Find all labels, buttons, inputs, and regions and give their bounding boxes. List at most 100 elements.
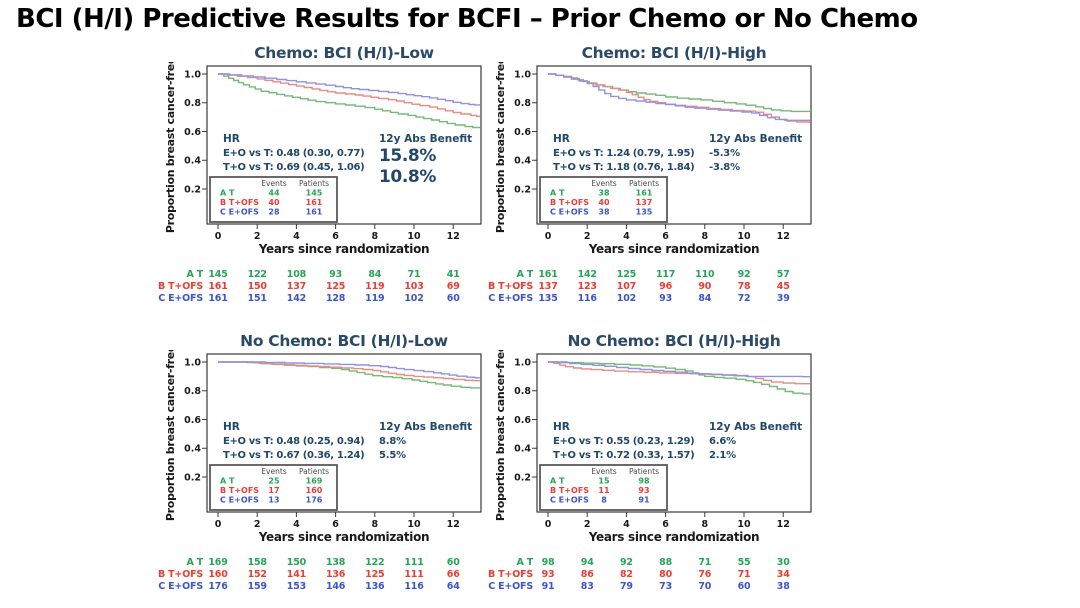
inset-header-events: Events xyxy=(591,467,616,476)
x-tick-label: 8 xyxy=(701,519,708,530)
risk-count: 125 xyxy=(326,281,345,292)
hr-heading: HR xyxy=(553,421,570,433)
risk-count: 92 xyxy=(738,269,751,280)
risk-count: 57 xyxy=(777,269,790,280)
hr-line-to: T+O vs T: 0.69 (0.45, 1.06) xyxy=(223,162,364,173)
y-tick-label: 0.4 xyxy=(514,444,531,455)
hr-line-eo: E+O vs T: 1.24 (0.79, 1.95) xyxy=(553,148,694,159)
inset-patients-count: 145 xyxy=(306,189,323,198)
hr-heading: HR xyxy=(223,421,240,433)
x-tick-label: 2 xyxy=(254,519,261,530)
inset-events-count: 25 xyxy=(268,477,280,486)
risk-count: 64 xyxy=(447,581,460,592)
x-tick-label: 2 xyxy=(584,231,591,242)
x-tick-label: 0 xyxy=(545,231,552,242)
y-tick-label: 0.8 xyxy=(184,98,201,109)
km-chart-nochemo-bci-low: Proportion breast cancer-free Years sinc… xyxy=(158,350,482,592)
hr-line-eo: E+O vs T: 0.48 (0.30, 0.77) xyxy=(223,148,364,159)
risk-count: 119 xyxy=(365,281,384,292)
x-tick-label: 2 xyxy=(584,519,591,530)
risk-count: 161 xyxy=(538,269,557,280)
km-chart-chemo-bci-low: Proportion breast cancer-free Years sinc… xyxy=(158,62,482,304)
risk-count: 137 xyxy=(287,281,306,292)
inset-patients-count: 91 xyxy=(638,496,650,505)
risk-arm-label: B T+OFS xyxy=(158,569,203,580)
risk-count: 153 xyxy=(287,581,306,592)
inset-arm-label: A T xyxy=(550,189,565,198)
km-curve-green xyxy=(218,73,480,129)
risk-count: 78 xyxy=(738,281,751,292)
y-tick-label: 0.2 xyxy=(514,184,531,195)
hr-heading: HR xyxy=(553,133,570,145)
x-tick-label: 2 xyxy=(254,231,261,242)
risk-arm-label: C E+OFS xyxy=(158,293,203,304)
x-tick-label: 6 xyxy=(332,231,339,242)
x-tick-label: 8 xyxy=(701,231,708,242)
chart-content: 1.0 0.8 0.6 0.4 0.2 0 2 4 6 8 10 12 Events Patients A … xyxy=(488,357,810,592)
y-tick-label: 1.0 xyxy=(514,69,531,80)
risk-count: 84 xyxy=(698,293,711,304)
risk-count: 60 xyxy=(447,293,460,304)
risk-count: 116 xyxy=(578,293,598,304)
risk-count: 136 xyxy=(365,581,385,592)
y-tick-label: 0.4 xyxy=(184,156,201,167)
panel-title: No Chemo: BCI (H/I)-Low xyxy=(240,332,448,350)
risk-count: 70 xyxy=(698,581,711,592)
legend-inset-box xyxy=(539,464,668,511)
inset-patients-count: 135 xyxy=(636,208,653,217)
risk-count: 102 xyxy=(617,293,636,304)
risk-count: 94 xyxy=(581,557,594,568)
inset-arm-label: B T+OFS xyxy=(550,198,589,207)
risk-count: 60 xyxy=(738,581,751,592)
risk-count: 71 xyxy=(408,269,421,280)
risk-count: 125 xyxy=(365,569,384,580)
benefit-heading: 12y Abs Benefit xyxy=(379,421,472,433)
risk-count: 142 xyxy=(578,269,597,280)
risk-count: 79 xyxy=(620,581,633,592)
inset-patients-count: 161 xyxy=(306,198,323,207)
legend-inset-box xyxy=(209,464,338,511)
panel-chemo-bci-high: Chemo: BCI (H/I)-High Proportion breast … xyxy=(459,44,829,304)
hr-line-to: T+O vs T: 0.72 (0.33, 1.57) xyxy=(553,450,694,461)
risk-count: 122 xyxy=(365,557,384,568)
benefit-heading: 12y Abs Benefit xyxy=(709,421,802,433)
risk-count: 125 xyxy=(617,269,636,280)
risk-count: 66 xyxy=(447,569,460,580)
x-tick-label: 10 xyxy=(737,519,751,530)
km-curve-red xyxy=(548,361,810,385)
inset-arm-label: A T xyxy=(220,477,235,486)
risk-count: 39 xyxy=(777,293,790,304)
inset-arm-label: C E+OFS xyxy=(220,208,259,217)
risk-count: 102 xyxy=(404,293,423,304)
risk-count: 111 xyxy=(404,557,423,568)
risk-count: 161 xyxy=(208,293,227,304)
y-tick-label: 0.8 xyxy=(514,386,531,397)
inset-events-count: 11 xyxy=(598,486,610,495)
inset-header-patients: Patients xyxy=(299,179,329,188)
inset-arm-label: B T+OFS xyxy=(220,198,259,207)
risk-arm-label: C E+OFS xyxy=(158,581,203,592)
benefit-heading: 12y Abs Benefit xyxy=(379,133,472,145)
y-tick-label: 0.8 xyxy=(514,98,531,109)
inset-events-count: 40 xyxy=(598,198,610,207)
panel-title: Chemo: BCI (H/I)-Low xyxy=(254,44,434,62)
legend-inset-box xyxy=(539,176,668,223)
hr-line-to: T+O vs T: 0.67 (0.36, 1.24) xyxy=(223,450,364,461)
risk-count: 90 xyxy=(698,281,711,292)
panel-title: Chemo: BCI (H/I)-High xyxy=(581,44,767,62)
risk-count: 76 xyxy=(698,569,711,580)
risk-arm-label: B T+OFS xyxy=(488,569,533,580)
km-curve-red xyxy=(218,73,480,117)
benefit-heading: 12y Abs Benefit xyxy=(709,133,802,145)
x-tick-label: 8 xyxy=(371,519,378,530)
chart-content: 1.0 0.8 0.6 0.4 0.2 0 2 4 6 8 10 12 Events Patients A … xyxy=(488,69,810,304)
x-tick-label: 0 xyxy=(215,231,222,242)
benefit-value-to: 2.1% xyxy=(709,450,736,461)
risk-count: 82 xyxy=(620,569,633,580)
plot-frame xyxy=(206,353,482,513)
x-tick-label: 0 xyxy=(215,519,222,530)
inset-patients-count: 176 xyxy=(306,496,323,505)
x-tick-label: 6 xyxy=(662,519,669,530)
risk-count: 71 xyxy=(698,557,711,568)
